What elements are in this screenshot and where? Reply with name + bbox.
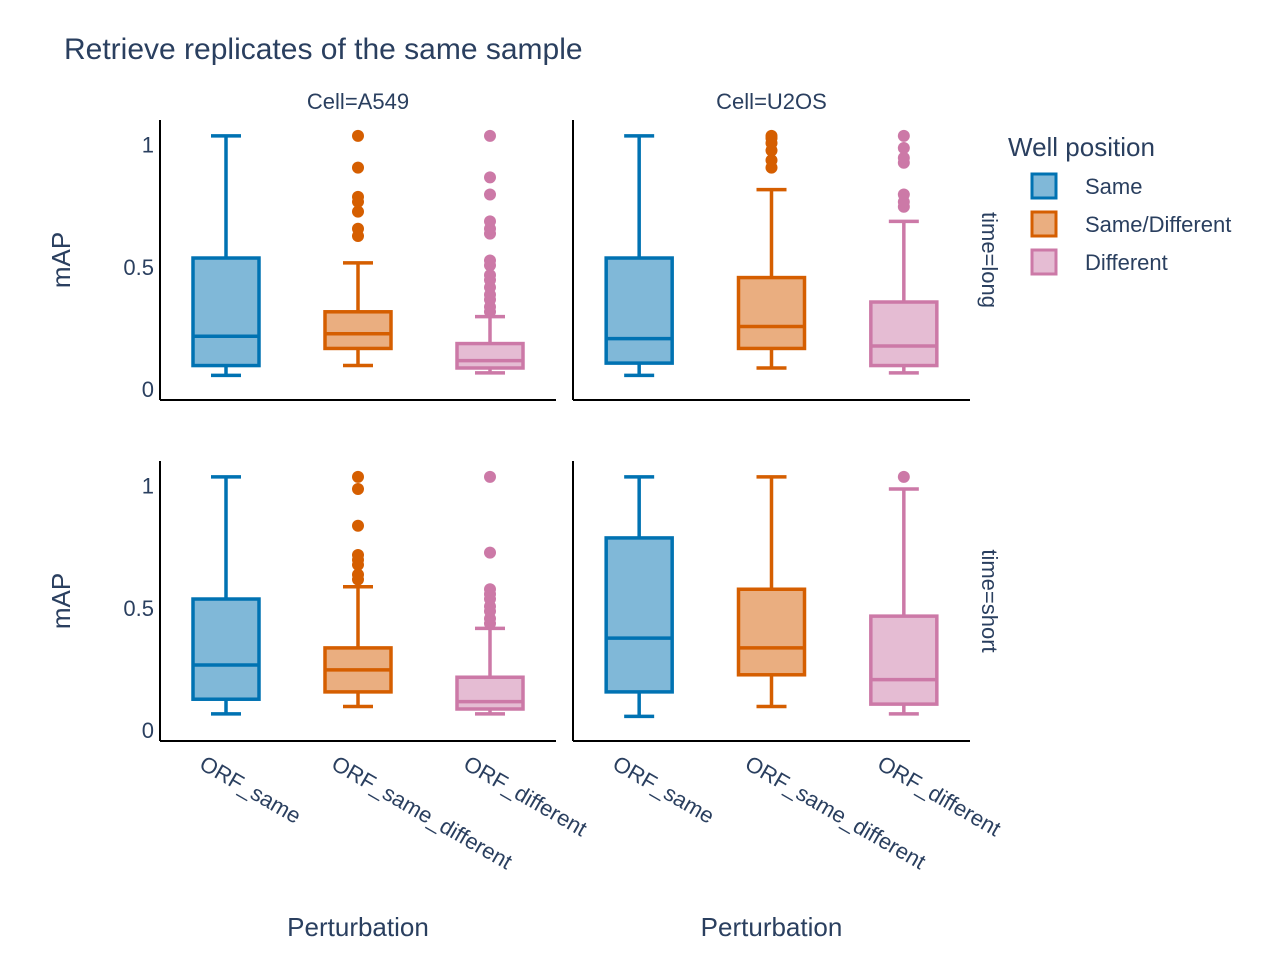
box-group bbox=[325, 130, 391, 366]
legend-swatch bbox=[1032, 174, 1056, 198]
legend-entry-label: Different bbox=[1085, 250, 1168, 275]
box-iqr bbox=[193, 258, 259, 366]
box-group bbox=[193, 136, 259, 376]
box-iqr bbox=[606, 538, 672, 692]
facet-row-label: time=short bbox=[977, 549, 1002, 652]
x-tick-label: ORF_same bbox=[196, 751, 306, 829]
outlier-point bbox=[484, 188, 496, 200]
facet-column-label: Cell=A549 bbox=[307, 89, 409, 114]
legend-title: Well position bbox=[1008, 132, 1155, 162]
box-iqr bbox=[193, 599, 259, 699]
x-tick-label: ORF_different bbox=[460, 751, 592, 842]
outlier-point bbox=[484, 471, 496, 483]
legend-swatch bbox=[1032, 250, 1056, 274]
legend-swatch bbox=[1032, 212, 1056, 236]
facet-column-label: Cell=U2OS bbox=[716, 89, 827, 114]
y-tick-label: 0.5 bbox=[123, 255, 154, 280]
box-group bbox=[325, 471, 391, 707]
outlier-point bbox=[484, 254, 496, 266]
outlier-point bbox=[352, 130, 364, 142]
box-group bbox=[193, 477, 259, 714]
outlier-point bbox=[484, 547, 496, 559]
legend-entry-label: Same/Different bbox=[1085, 212, 1231, 237]
outlier-point bbox=[484, 171, 496, 183]
outlier-point bbox=[352, 520, 364, 532]
chart-title: Retrieve replicates of the same sample bbox=[64, 33, 583, 66]
box-iqr bbox=[606, 258, 672, 363]
outlier-point bbox=[898, 142, 910, 154]
outlier-point bbox=[484, 130, 496, 142]
legend-entry-label: Same bbox=[1085, 174, 1142, 199]
y-axis-label: mAP bbox=[46, 573, 76, 629]
box-group bbox=[871, 471, 937, 714]
outlier-point bbox=[352, 549, 364, 561]
box-group bbox=[739, 477, 805, 707]
y-axis-label: mAP bbox=[46, 232, 76, 288]
y-tick-label: 0.5 bbox=[123, 596, 154, 621]
x-tick-label: ORF_different bbox=[873, 751, 1005, 842]
box-group bbox=[606, 477, 672, 717]
outlier-point bbox=[898, 471, 910, 483]
box-iqr bbox=[457, 344, 523, 368]
outlier-point bbox=[352, 191, 364, 203]
outlier-point bbox=[352, 162, 364, 174]
outlier-point bbox=[898, 188, 910, 200]
box-group bbox=[739, 130, 805, 368]
y-tick-label: 0 bbox=[142, 377, 154, 402]
x-axis-label: Perturbation bbox=[701, 912, 843, 942]
box-group bbox=[457, 471, 523, 714]
x-axis-label: Perturbation bbox=[287, 912, 429, 942]
box-iqr bbox=[739, 589, 805, 675]
box-group bbox=[871, 130, 937, 373]
x-tick-label: ORF_same bbox=[609, 751, 719, 829]
outlier-point bbox=[484, 215, 496, 227]
outlier-point bbox=[484, 583, 496, 595]
box-group bbox=[457, 130, 523, 373]
legend: Well position Same Same/Different Different bbox=[1008, 132, 1231, 275]
box-iqr bbox=[457, 677, 523, 709]
outlier-point bbox=[352, 223, 364, 235]
box-iqr bbox=[325, 312, 391, 349]
outlier-point bbox=[898, 130, 910, 142]
y-tick-label: 1 bbox=[142, 474, 154, 499]
box-iqr bbox=[871, 616, 937, 704]
box-group bbox=[606, 136, 672, 376]
box-iqr bbox=[739, 278, 805, 349]
outlier-point bbox=[766, 130, 778, 142]
outlier-point bbox=[352, 483, 364, 495]
box-iqr bbox=[871, 302, 937, 366]
y-tick-label: 1 bbox=[142, 133, 154, 158]
panels: 0 0.5 1 mAP 0 0.5 1 mAP Cell=A549 Cell=U2OS time=l… bbox=[46, 89, 1005, 942]
facet-row-label: time=long bbox=[977, 212, 1002, 308]
y-tick-label: 0 bbox=[142, 718, 154, 743]
outlier-point bbox=[352, 471, 364, 483]
